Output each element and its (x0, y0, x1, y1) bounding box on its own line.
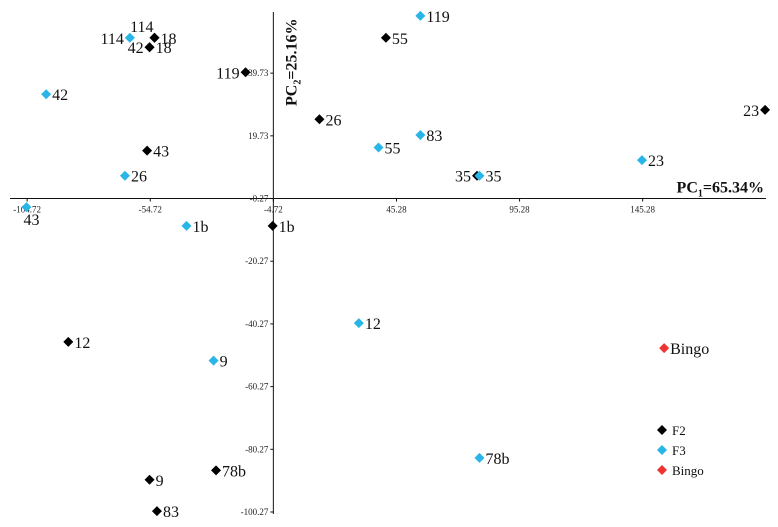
legend-label: Bingo (672, 463, 704, 478)
point-label: 114 (130, 19, 153, 36)
point-marker (41, 89, 52, 100)
point-label: 1b (279, 219, 295, 236)
point-label: 23 (743, 103, 759, 120)
point-label: 35 (455, 169, 471, 186)
point-marker (373, 142, 384, 153)
x-tick-label: 95.28 (509, 205, 530, 215)
point-label: 18 (160, 31, 176, 48)
point-marker (267, 220, 278, 231)
legend-label: F3 (672, 443, 686, 458)
point-marker (474, 170, 485, 181)
y-axis-ticks: 39.73 19.73 -0.27 -20.27 -40.27 -60.27 -80.27 -… (241, 68, 274, 517)
y-tick-label: -60.27 (245, 382, 269, 392)
point-label: 42 (52, 87, 68, 104)
x-tick-label: 145.28 (630, 205, 655, 215)
point-label: 83 (163, 504, 179, 521)
point-marker (211, 465, 222, 476)
y-axis-title-value: =25.16% (283, 19, 300, 80)
legend: F2 F3 Bingo (657, 423, 704, 478)
x-tick-label: 45.28 (386, 205, 407, 215)
point-marker (63, 336, 74, 347)
point-label: 12 (74, 335, 90, 352)
point-marker (314, 114, 325, 125)
point-marker (151, 506, 162, 517)
point-label: 26 (325, 112, 341, 129)
legend-marker (657, 465, 667, 475)
series-f3: 114 42 119 83 55 26 35 23 43 1b 12 9 78b (21, 9, 664, 468)
legend-label: F2 (672, 423, 686, 438)
point-label: 119 (426, 9, 449, 26)
y-tick-label: 39.73 (248, 68, 269, 78)
y-tick-label: -40.27 (245, 319, 269, 329)
point-marker (144, 474, 155, 485)
point-marker (636, 155, 647, 166)
y-axis-title: PC2=25.16% (283, 19, 303, 106)
point-marker (144, 42, 155, 53)
point-label: 55 (385, 141, 401, 158)
point-marker (181, 220, 192, 231)
point-marker (124, 32, 135, 43)
point-label: 9 (220, 354, 228, 371)
y-tick-label: 19.73 (248, 131, 269, 141)
point-label: 114 (100, 31, 123, 48)
point-label: 42 (128, 40, 144, 57)
point-label: 43 (23, 212, 39, 229)
point-label: 78b (485, 451, 509, 468)
point-label: 23 (648, 153, 664, 170)
point-label: 43 (153, 144, 169, 161)
point-marker (142, 145, 153, 156)
series-bingo: Bingo (659, 341, 709, 358)
point-marker (415, 129, 426, 140)
point-marker (659, 343, 670, 354)
point-marker (760, 104, 771, 115)
legend-marker (657, 445, 667, 455)
x-axis-title-sub: 1 (698, 189, 703, 200)
point-marker (415, 10, 426, 21)
legend-marker (657, 425, 667, 435)
x-tick-label: -4.72 (264, 205, 283, 215)
x-axis-title-main: PC (677, 180, 698, 197)
point-marker (240, 67, 251, 78)
x-tick-label: -54.72 (139, 205, 162, 215)
point-label: 18 (156, 40, 172, 57)
y-tick-label: -80.27 (245, 444, 269, 454)
point-marker (474, 452, 485, 463)
y-tick-label: -0.27 (250, 194, 269, 204)
point-label: 78b (222, 463, 246, 480)
y-axis-title-sub: 2 (292, 80, 303, 85)
point-label: 119 (216, 65, 239, 82)
point-marker (149, 32, 160, 43)
point-marker (21, 202, 32, 213)
x-axis-title: PC1=65.34% (677, 180, 764, 200)
y-axis-title-group: PC2=25.16% (283, 19, 303, 106)
point-label: 26 (131, 169, 147, 186)
x-axis-title-value: =65.34% (703, 180, 764, 197)
point-marker (119, 170, 130, 181)
point-label: 83 (426, 128, 442, 145)
point-marker (353, 318, 364, 329)
point-label: Bingo (670, 341, 709, 358)
point-label: 55 (392, 31, 408, 48)
y-tick-label: -20.27 (245, 256, 269, 266)
axes (10, 12, 766, 514)
point-label: 12 (365, 316, 381, 333)
point-marker (380, 32, 391, 43)
point-label: 1b (192, 219, 208, 236)
y-tick-label: -100.27 (241, 507, 269, 517)
point-marker (208, 355, 219, 366)
y-axis-title-main: PC (283, 85, 300, 106)
point-label: 9 (156, 473, 164, 490)
point-label: 35 (485, 169, 501, 186)
